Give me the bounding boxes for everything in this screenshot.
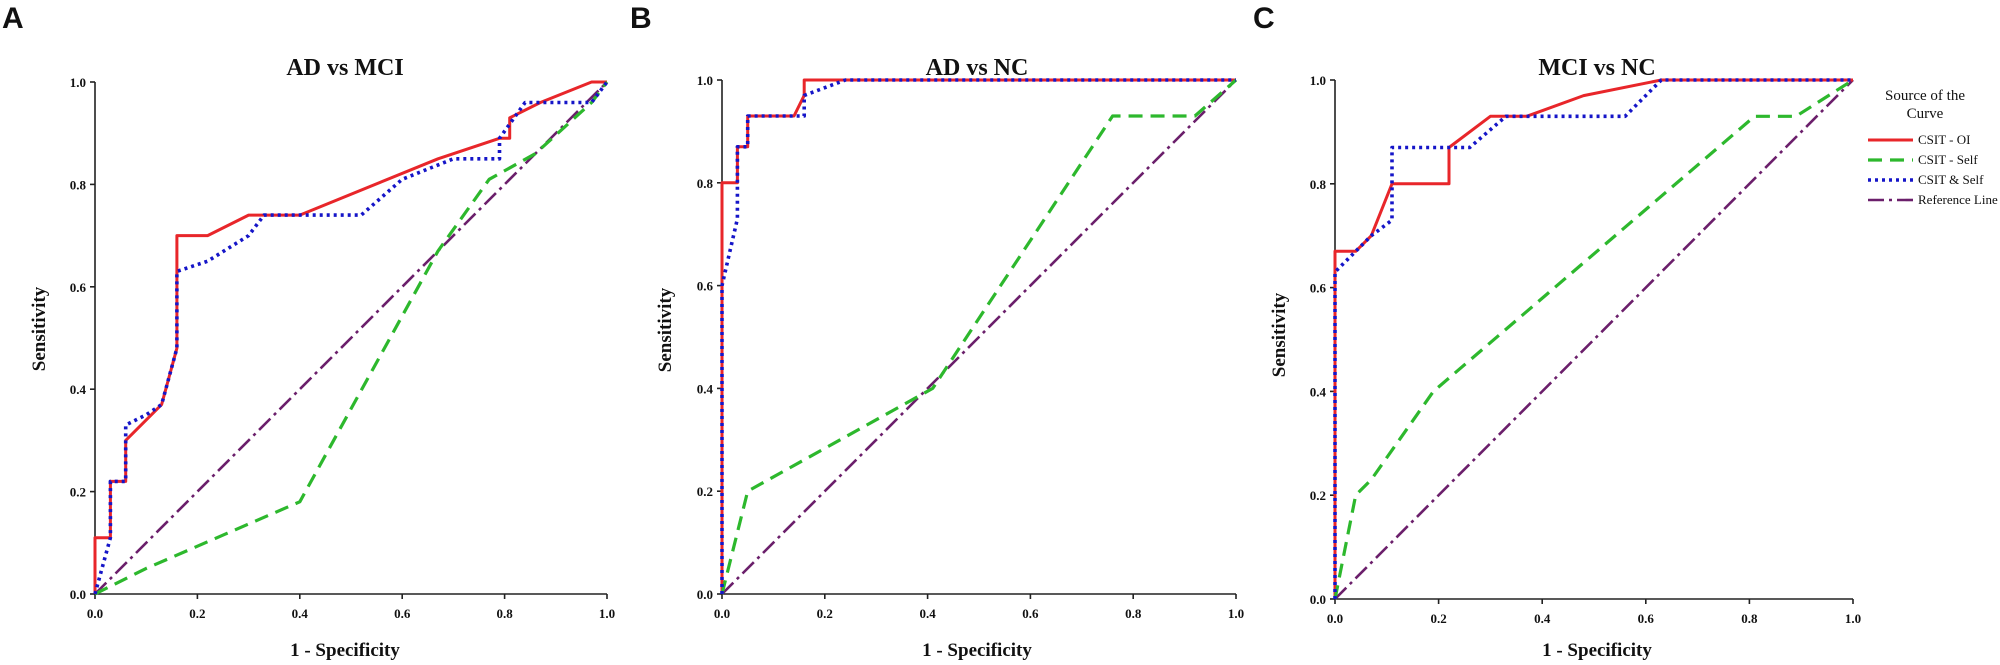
panel-a-x-tick-label: 1.0 [599,606,615,621]
panel-a-y-tick-label: 0.2 [70,485,86,500]
panel-b-x-tick-label: 0.6 [1022,606,1039,621]
panel-c-series-reference-line [1334,79,1854,600]
panel-a-y-tick-label: 0.6 [70,280,87,295]
panel-b-x-tick-label: 1.0 [1228,606,1244,621]
panel-c-x-tick-label: 0.2 [1430,611,1446,626]
panel-c-x-tick-label: 0.0 [1327,611,1343,626]
panel-b-y-tick-label: 1.0 [697,73,713,88]
panel-c-y-tick-label: 0.8 [1310,177,1327,192]
panel-letter-b: B [630,2,652,35]
panel-c-y-tick-label: 0.6 [1310,281,1327,296]
panel-a-y-tick-label: 1.0 [70,75,86,90]
panel-a-y-tick-label: 0.4 [70,382,87,397]
panel-c-xlabel: 1 - Specificity [1542,640,1652,661]
panel-c-x-tick-label: 1.0 [1845,611,1861,626]
legend-label-csit-oi: CSIT - OI [1918,132,1970,147]
panel-c-y-tick-label: 0.4 [1310,384,1327,399]
panel-b-series-csit-oi [720,78,1236,594]
panel-a-series-csit-self [94,81,609,596]
panel-c-x-tick-label: 0.6 [1638,611,1655,626]
panel-b: B AD vs NC 1 - Specificity Sensitivity 0… [630,2,1244,661]
panel-c-x-tick-label: 0.8 [1741,611,1758,626]
panel-b-x-tick-label: 0.0 [714,606,730,621]
panel-a-title: AD vs MCI [286,55,403,81]
panel-c-y-tick-label: 0.0 [1310,592,1326,607]
panel-b-ylabel: Sensitivity [655,287,676,372]
panel-b-y-tick-label: 0.8 [697,176,714,191]
panel-b-x-tick-label: 0.4 [919,606,936,621]
panel-b-x-tick-label: 0.2 [817,606,833,621]
panel-a: A AD vs MCI 1 - Specificity Sensitivity … [2,2,615,661]
panel-b-xlabel: 1 - Specificity [922,640,1032,661]
panel-c-y-tick-label: 0.2 [1310,488,1326,503]
panel-c-series-csit-self [1333,78,1853,599]
panel-b-title: AD vs NC [926,55,1029,81]
panel-b-x-tick-label: 0.8 [1125,606,1142,621]
panel-c-series-csit-oi [1333,78,1853,599]
legend-label-csit-self: CSIT & Self [1918,172,1984,187]
panel-a-plot: 0.0 0.2 0.4 0.6 0.8 1.0 0.0 0.2 0.4 0.6 0.8 1.0 [70,75,615,621]
panel-letter-c: C [1253,2,1275,35]
panel-c-y-tick-label: 1.0 [1310,73,1326,88]
panel-c-ylabel: Sensitivity [1269,292,1290,377]
panel-a-xlabel: 1 - Specificity [290,640,400,661]
panel-a-ylabel: Sensitivity [29,286,50,371]
panel-a-x-tick-label: 0.8 [496,606,513,621]
panel-b-y-tick-label: 0.0 [697,587,713,602]
panel-b-plot: 0.0 0.2 0.4 0.6 0.8 1.0 0.0 0.2 0.4 0.6 0.8 1.0 [697,73,1244,621]
panel-b-series-csit-self [720,78,1238,595]
panel-a-y-tick-label: 0.8 [70,177,87,192]
panel-b-y-tick-label: 0.6 [697,279,714,294]
panel-b-series-reference-line [721,79,1237,595]
panel-b-y-tick-label: 0.4 [697,381,714,396]
legend-entries: CSIT - OI CSIT - Self CSIT & Self Reference… [1868,132,1998,207]
panel-c-x-tick-label: 0.4 [1534,611,1551,626]
panel-c-title: MCI vs NC [1538,55,1655,81]
panel-b-series-csit-self [720,78,1236,594]
legend-label-csit-self: CSIT - Self [1918,152,1978,167]
panel-a-y-tick-label: 0.0 [70,587,86,602]
legend-title-line-2: Curve [1907,106,1944,122]
panel-c-plot: 0.0 0.2 0.4 0.6 0.8 1.0 0.0 0.2 0.4 0.6 0.8 1.0 [1310,73,1861,626]
panel-a-x-tick-label: 0.4 [292,606,309,621]
legend-label-reference-line: Reference Line [1918,192,1998,207]
panel-letter-a: A [2,2,24,35]
panel-a-x-tick-label: 0.2 [189,606,205,621]
panel-c: C MCI vs NC 1 - Specificity Sensitivity … [1253,2,1861,661]
panel-b-y-tick-label: 0.2 [697,484,713,499]
legend: Source of the Curve CSIT - OI CSIT - Self… [1868,88,1998,207]
panel-a-x-tick-label: 0.6 [394,606,411,621]
panel-a-series-reference-line [94,81,608,595]
panel-a-x-tick-label: 0.0 [87,606,103,621]
legend-title-line-1: Source of the [1885,88,1965,104]
